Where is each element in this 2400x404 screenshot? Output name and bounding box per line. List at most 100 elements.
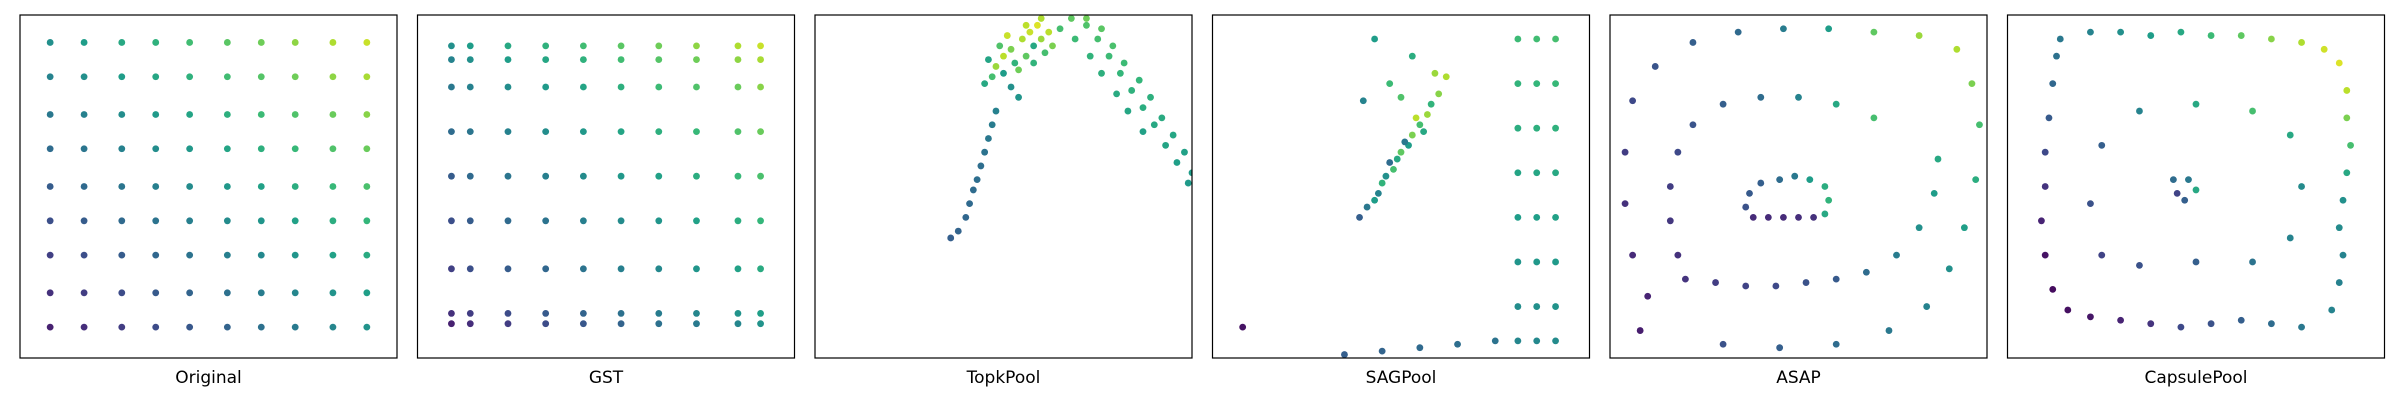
point [186, 323, 194, 331]
point [2136, 261, 2143, 269]
point [466, 56, 474, 63]
point [693, 217, 700, 225]
point [2041, 251, 2049, 259]
point [1184, 179, 1192, 187]
point [448, 320, 455, 328]
point [1397, 93, 1405, 101]
point [1239, 323, 1247, 331]
point [118, 323, 126, 331]
point [186, 183, 194, 190]
point [1734, 28, 1742, 36]
point [186, 39, 194, 46]
point [1098, 69, 1105, 77]
point [1552, 258, 1559, 266]
point [1651, 63, 1659, 70]
point [329, 183, 337, 190]
panel-frame [814, 14, 1193, 359]
point [448, 83, 455, 91]
point [693, 320, 700, 328]
point [80, 251, 88, 259]
point [1390, 165, 1397, 173]
point [118, 183, 126, 190]
point [1749, 213, 1757, 221]
point [977, 162, 985, 170]
point [1682, 275, 1689, 283]
point [954, 227, 962, 235]
point [617, 320, 625, 328]
point [655, 310, 663, 317]
point [734, 56, 742, 63]
point [1621, 200, 1629, 208]
point [1533, 213, 1541, 221]
point [2064, 306, 2072, 314]
point [504, 265, 512, 273]
plot-area [1621, 25, 1983, 352]
point [118, 289, 126, 297]
point [2335, 59, 2343, 67]
point [617, 217, 625, 225]
point [329, 323, 337, 331]
plot-area [46, 39, 371, 331]
point [291, 323, 299, 331]
point [1533, 258, 1541, 266]
point [1109, 42, 1117, 50]
point [504, 310, 512, 317]
point [466, 128, 474, 136]
point [1821, 183, 1829, 190]
point [2192, 258, 2200, 266]
point [80, 73, 88, 81]
point [693, 128, 700, 136]
point [757, 320, 764, 328]
point [363, 251, 371, 259]
point [617, 310, 625, 317]
point [1041, 49, 1049, 57]
point [1435, 90, 1443, 98]
point [1431, 69, 1439, 77]
point [448, 56, 455, 63]
point [2049, 286, 2057, 293]
point [1341, 351, 1348, 358]
point [1393, 155, 1401, 163]
point [466, 320, 474, 328]
point [1742, 203, 1750, 211]
point [1000, 69, 1007, 77]
point [1533, 169, 1541, 177]
point [1098, 25, 1105, 33]
point [542, 310, 550, 317]
point [466, 42, 474, 50]
point [2335, 224, 2343, 232]
point [80, 145, 88, 153]
point [617, 56, 625, 63]
point [1378, 347, 1386, 355]
panel-label: CapsulePool [2144, 368, 2247, 388]
point [1147, 93, 1154, 101]
point [693, 265, 700, 273]
point [2049, 80, 2057, 87]
point [2237, 32, 2245, 39]
point [1135, 76, 1143, 84]
point [1795, 213, 1802, 221]
point [329, 251, 337, 259]
point [223, 145, 231, 153]
point [2192, 100, 2200, 108]
point [1427, 100, 1435, 108]
point [291, 183, 299, 190]
point [655, 83, 663, 91]
point [291, 111, 299, 118]
point [329, 145, 337, 153]
point [448, 310, 455, 317]
point [1514, 124, 1522, 132]
point [186, 217, 194, 225]
panel-label: SAGPool [1366, 368, 1437, 388]
point [1712, 279, 1719, 286]
point [1116, 69, 1124, 77]
point [1666, 217, 1674, 225]
point [466, 172, 474, 180]
point [1022, 21, 1030, 29]
point [1533, 303, 1541, 310]
point [693, 172, 700, 180]
point [2041, 183, 2049, 190]
point [1972, 176, 1980, 184]
point [1181, 148, 1188, 156]
point [2147, 32, 2155, 39]
